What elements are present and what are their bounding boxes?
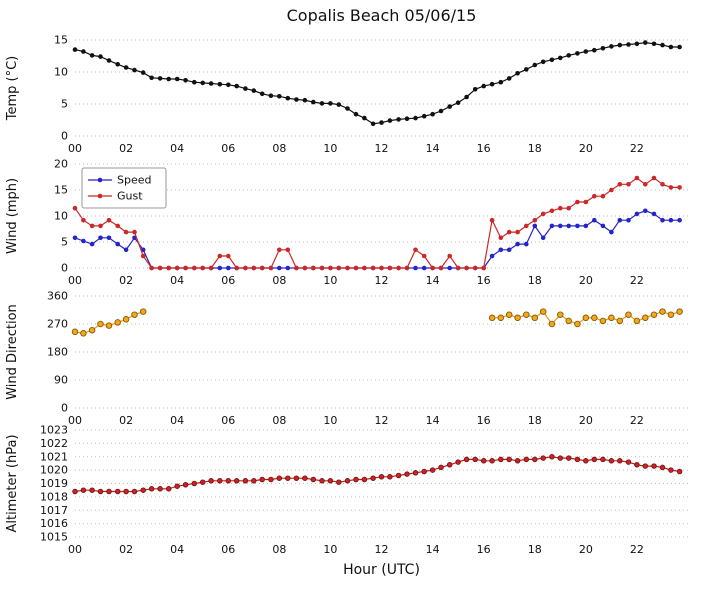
x-tick-label: 22 <box>630 543 644 556</box>
series-temp <box>72 40 682 127</box>
y-tick-label: 0 <box>61 130 68 143</box>
x-tick-label: 10 <box>323 274 337 287</box>
x-tick-label: 04 <box>170 274 184 287</box>
y-tick-label: 5 <box>61 98 68 111</box>
x-tick-label: 02 <box>119 274 133 287</box>
y-tick-label: 1016 <box>40 517 68 530</box>
x-tick-label: 10 <box>323 543 337 556</box>
x-tick-label: 12 <box>375 414 389 427</box>
x-tick-label: 12 <box>375 142 389 155</box>
x-axis-label: Hour (UTC) <box>343 562 420 578</box>
x-tick-label: 04 <box>170 543 184 556</box>
y-axis-label: Wind (mph) <box>5 178 20 254</box>
x-tick-label: 16 <box>477 543 491 556</box>
y-tick-label: 1022 <box>40 437 68 450</box>
x-tick-label: 00 <box>68 414 82 427</box>
x-tick-label: 22 <box>630 274 644 287</box>
x-tick-label: 18 <box>528 274 542 287</box>
y-tick-label: 1020 <box>40 464 68 477</box>
y-tick-label: 1015 <box>40 531 68 544</box>
x-tick-label: 20 <box>579 543 593 556</box>
y-tick-label: 5 <box>61 236 68 249</box>
x-tick-label: 06 <box>221 414 235 427</box>
panel-wind-direction: 0 90 180 270 360 00 02 04 06 08 10 12 14 16 18 20 22 Wind… <box>5 290 688 427</box>
y-tick-label: 15 <box>54 34 68 47</box>
series-speed <box>72 208 682 271</box>
legend-label-speed: Speed <box>117 174 151 187</box>
y-axis-label: Altimeter (hPa) <box>5 434 20 532</box>
x-tick-label: 14 <box>426 414 440 427</box>
x-tick-label: 04 <box>170 142 184 155</box>
x-tick-label: 22 <box>630 142 644 155</box>
panel-wind-mph: 0 5 10 15 20 00 02 04 06 08 10 12 14 16 18 20 22 Wind (mp… <box>5 158 688 287</box>
x-tick-label: 12 <box>375 274 389 287</box>
y-tick-label: 90 <box>54 374 68 387</box>
legend-label-gust: Gust <box>117 190 143 203</box>
x-tick-label: 08 <box>272 543 286 556</box>
y-axis-label: Temp (°C) <box>5 56 20 122</box>
x-tick-label: 08 <box>272 274 286 287</box>
y-tick-label: 1017 <box>40 504 68 517</box>
y-tick-label: 10 <box>54 210 68 223</box>
x-tick-label: 00 <box>68 274 82 287</box>
x-tick-labels: 00 02 04 06 08 10 12 14 16 18 20 22 <box>68 543 644 556</box>
x-tick-label: 02 <box>119 543 133 556</box>
y-tick-label: 10 <box>54 66 68 79</box>
x-tick-label: 00 <box>68 543 82 556</box>
y-tick-label: 20 <box>54 158 68 171</box>
y-tick-label: 1018 <box>40 490 68 503</box>
y-tick-label: 1023 <box>40 424 68 437</box>
series-altimeter <box>72 454 683 495</box>
x-tick-label: 10 <box>323 142 337 155</box>
x-tick-label: 22 <box>630 414 644 427</box>
y-tick-label: 360 <box>47 290 68 303</box>
grid-lines: 0 5 10 15 20 <box>54 158 688 275</box>
x-tick-label: 12 <box>375 543 389 556</box>
chart-title: Copalis Beach 05/06/15 <box>286 6 477 25</box>
grid-lines: 0 5 10 15 <box>54 34 688 143</box>
x-tick-label: 10 <box>323 414 337 427</box>
x-tick-label: 00 <box>68 142 82 155</box>
x-tick-label: 18 <box>528 142 542 155</box>
x-tick-label: 06 <box>221 142 235 155</box>
x-tick-label: 14 <box>426 274 440 287</box>
series-gust <box>72 175 682 271</box>
x-tick-label: 14 <box>426 543 440 556</box>
grid-lines: 0 90 180 270 360 <box>47 290 688 415</box>
x-tick-label: 14 <box>426 142 440 155</box>
x-tick-label: 20 <box>579 274 593 287</box>
x-tick-labels: 00 02 04 06 08 10 12 14 16 18 20 22 <box>68 274 644 287</box>
x-tick-label: 16 <box>477 414 491 427</box>
x-tick-label: 20 <box>579 142 593 155</box>
series-direction <box>71 308 683 337</box>
x-tick-label: 08 <box>272 142 286 155</box>
legend: Speed Gust <box>81 167 167 209</box>
y-tick-label: 1019 <box>40 477 68 490</box>
x-tick-label: 06 <box>221 274 235 287</box>
y-tick-label: 0 <box>61 402 68 415</box>
y-axis-label: Wind Direction <box>5 304 20 400</box>
x-tick-label: 08 <box>272 414 286 427</box>
x-tick-label: 02 <box>119 142 133 155</box>
x-tick-label: 16 <box>477 142 491 155</box>
x-tick-label: 06 <box>221 543 235 556</box>
y-tick-label: 1021 <box>40 450 68 463</box>
x-tick-label: 18 <box>528 414 542 427</box>
y-tick-label: 15 <box>54 184 68 197</box>
x-tick-labels: 00 02 04 06 08 10 12 14 16 18 20 22 <box>68 414 644 427</box>
panel-temp-c: 0 5 10 15 00 02 04 06 08 10 12 14 16 18 20 22 Temp (°C) <box>5 34 688 155</box>
x-tick-label: 18 <box>528 543 542 556</box>
x-tick-label: 16 <box>477 274 491 287</box>
x-tick-label: 04 <box>170 414 184 427</box>
x-tick-label: 20 <box>579 414 593 427</box>
y-tick-label: 0 <box>61 262 68 275</box>
y-tick-label: 270 <box>47 318 68 331</box>
x-tick-labels: 00 02 04 06 08 10 12 14 16 18 20 22 <box>68 142 644 155</box>
y-tick-label: 180 <box>47 346 68 359</box>
x-tick-label: 02 <box>119 414 133 427</box>
